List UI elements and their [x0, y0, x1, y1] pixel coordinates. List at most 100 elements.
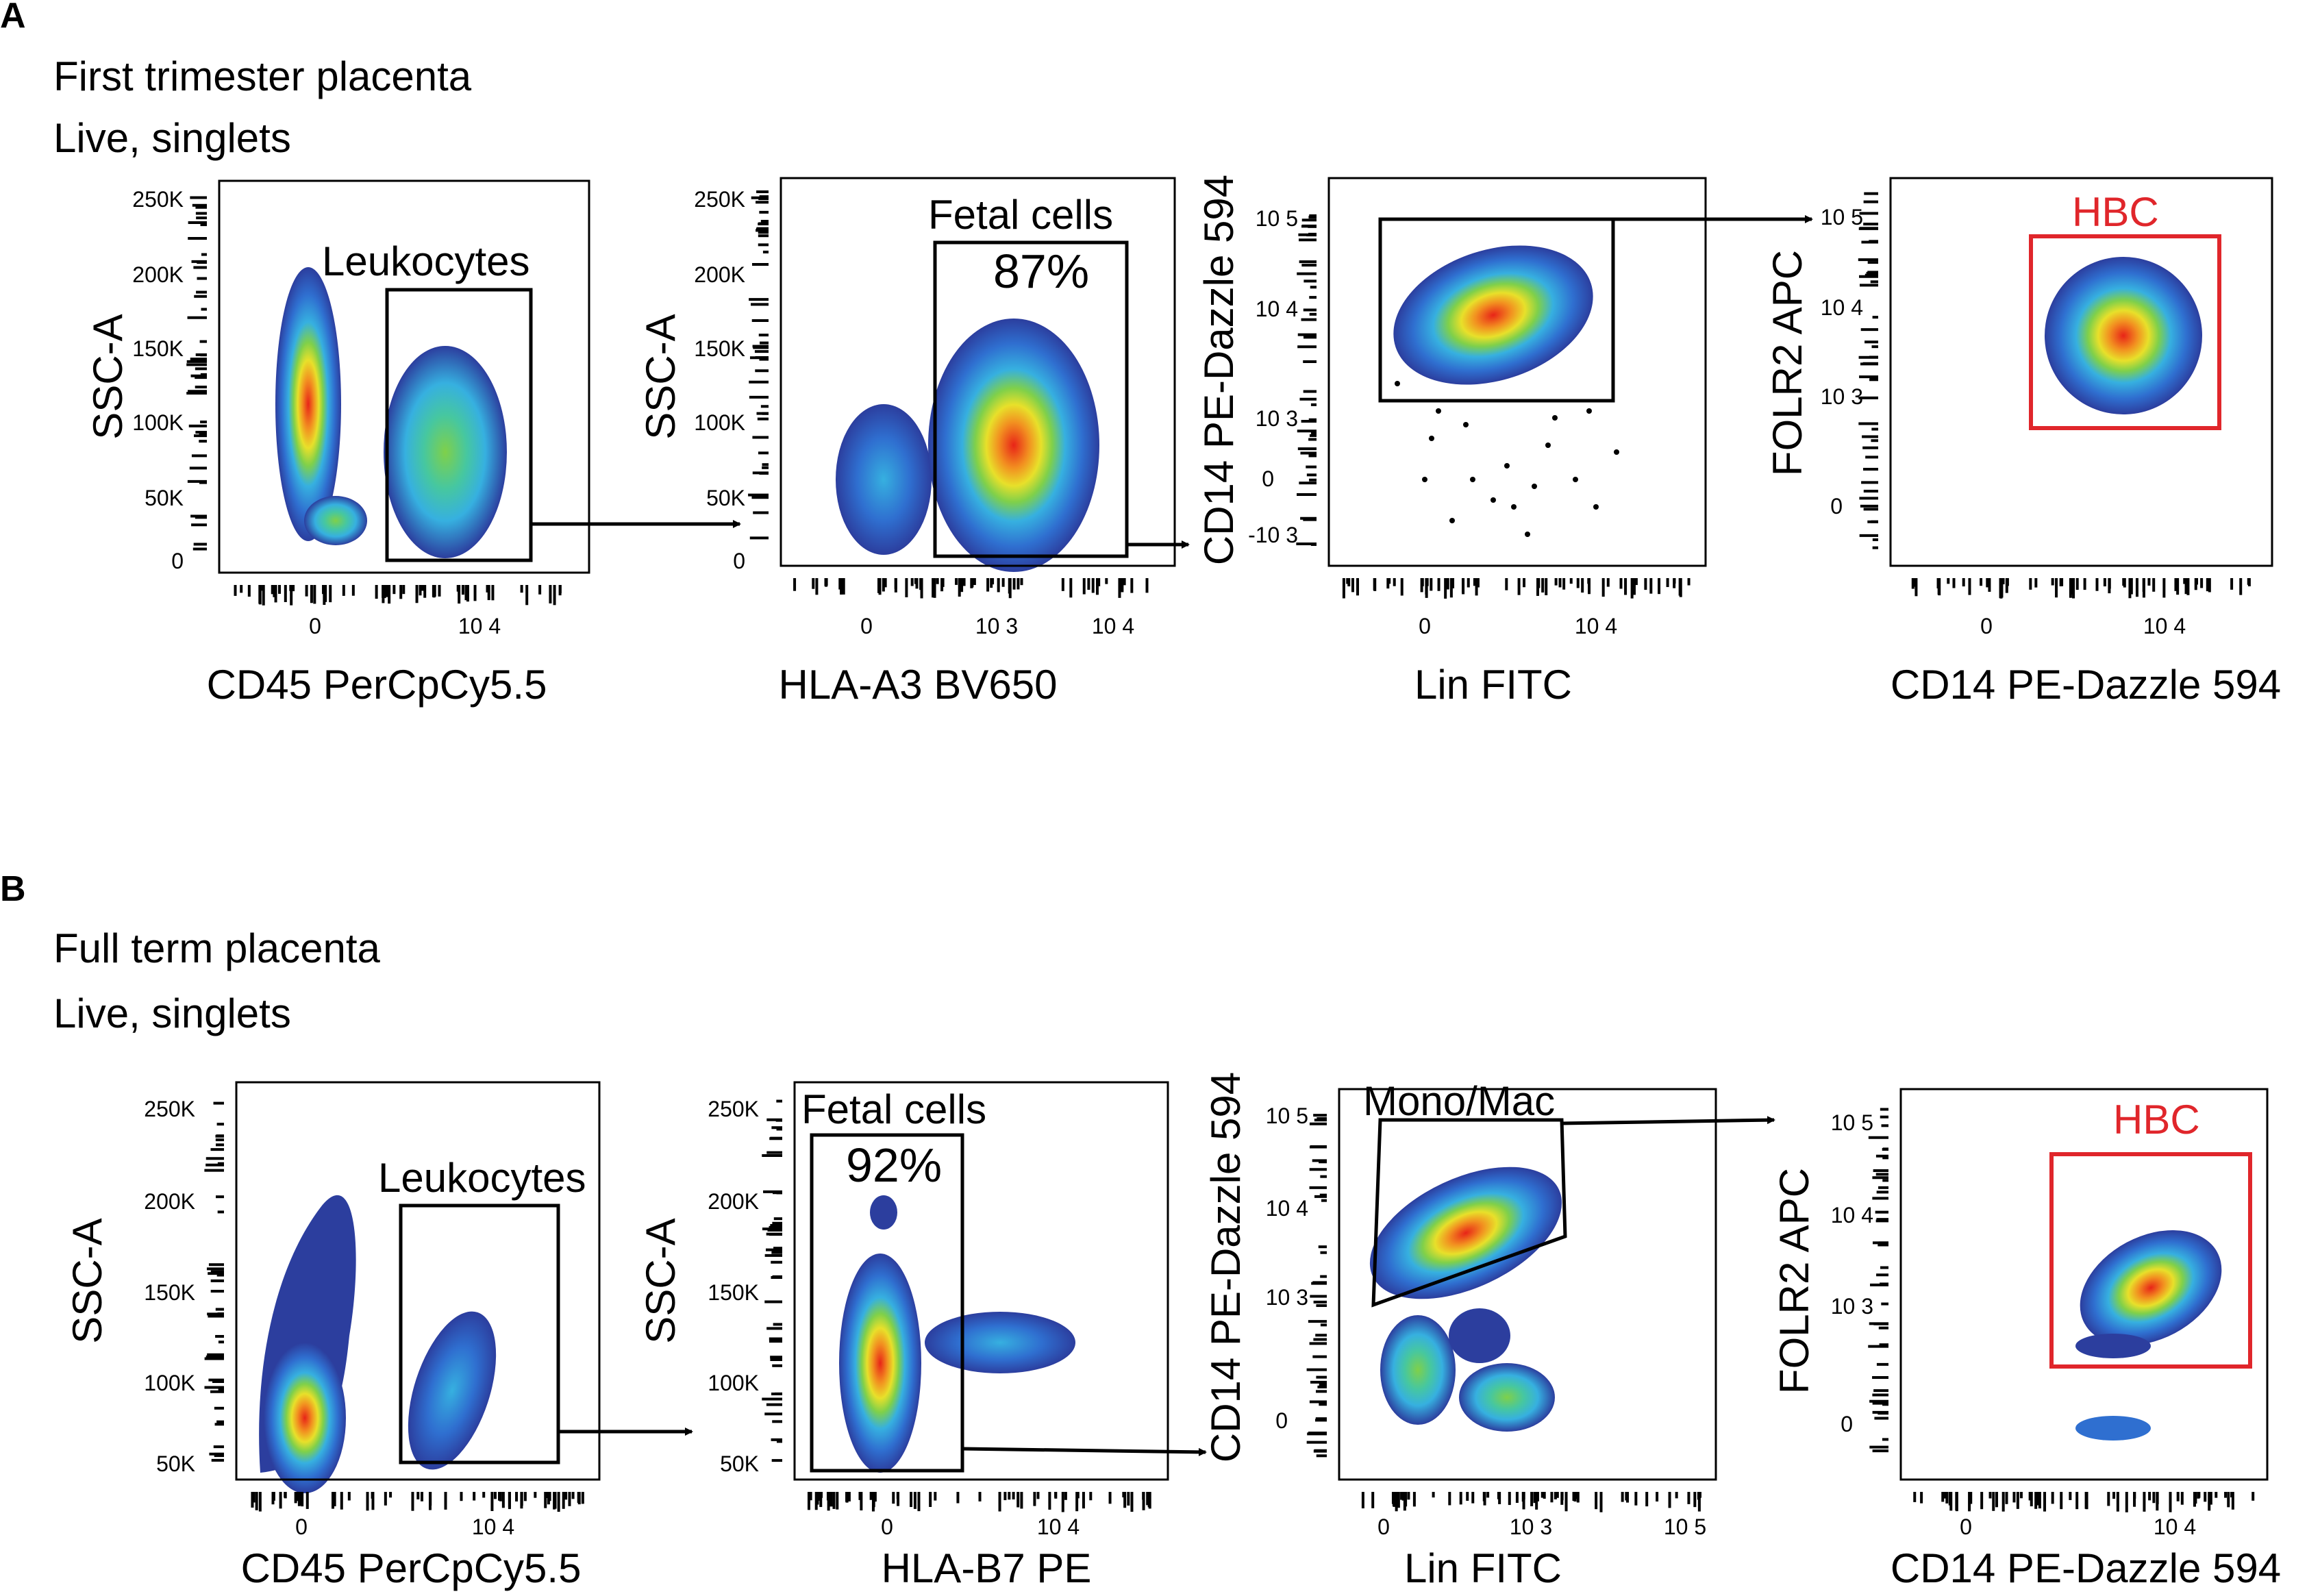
panel-b: B Full term placenta Live, singlets Leuk…: [0, 869, 2281, 1591]
plot-a3-gate: [1378, 217, 1615, 403]
plot-a3-ylabel: CD14 PE-Dazzle 594: [1196, 175, 1242, 565]
plot-b2-density: [839, 1195, 1075, 1473]
panel-b-letter: B: [0, 869, 26, 909]
plot-a2-xticks: 0 10 3 10 4: [860, 614, 1134, 638]
plot-a4: HBC FOLR2 APC CD14 PE-Dazzle 594 10 5 10…: [1764, 177, 2281, 708]
plot-b1-ylabel: SSC-A: [64, 1218, 110, 1343]
ytick-label: 50K: [156, 1451, 195, 1476]
plot-a3-yticks: 10 5 10 4 10 3 0 -10 3: [1248, 206, 1298, 547]
panel-a-title: First trimester placenta: [53, 53, 472, 99]
xtick-label: 0: [1960, 1514, 1972, 1539]
plot-a2: Fetal cells 87% SSC-A HLA-A3 BV650 250K …: [638, 177, 1176, 708]
ytick-label: 0: [1262, 466, 1274, 491]
ytick-label: 10 3: [1821, 384, 1863, 409]
plot-b4-gate: [2049, 1152, 2252, 1369]
xtick-label: 0: [309, 614, 321, 638]
ytick-label: 250K: [144, 1097, 195, 1121]
plot-a4-gate: [2029, 234, 2221, 430]
panel-a: A First trimester placenta Live, singlet…: [0, 0, 2281, 708]
gate-arrow: [962, 1447, 1207, 1456]
plot-b4-gate-label: HBC: [2113, 1097, 2200, 1143]
plot-b3-ylabel: CD14 PE-Dazzle 594: [1203, 1072, 1249, 1462]
ytick-label: 150K: [144, 1280, 195, 1305]
ytick-label: 150K: [708, 1280, 759, 1305]
ytick-label: 10 4: [1821, 295, 1863, 320]
plot-a2-density: [836, 319, 1099, 572]
ytick-label: 150K: [694, 336, 745, 361]
ytick-label: 100K: [694, 410, 745, 435]
plot-a2-yticks: 250K 200K 150K 100K 50K 0: [694, 187, 745, 573]
plot-b3-yticks: 10 5 10 4 10 3 0: [1266, 1104, 1308, 1433]
plot-b3-gate: [1371, 1118, 1567, 1308]
ytick-label: 10 5: [1821, 205, 1863, 229]
plot-a3: CD14 PE-Dazzle 594 Lin FITC 10 5 10 4 10…: [1196, 175, 1707, 708]
plot-a4-frame: [1889, 177, 2273, 567]
plot-b1-yticks: 250K 200K 150K 100K 50K: [144, 1097, 195, 1476]
plot-b4-frame: [1899, 1088, 2269, 1481]
plot-b2-ylabel: SSC-A: [638, 1218, 684, 1343]
plot-b3: Mono/Mac CD14 PE-Dazzle 594 Lin FITC 10 …: [1203, 1072, 1717, 1591]
ytick-label: 10 3: [1266, 1285, 1308, 1310]
plot-b2-xlabel: HLA-B7 PE: [882, 1545, 1092, 1591]
plot-a3-xlabel: Lin FITC: [1414, 662, 1572, 708]
xtick-label: 0: [860, 614, 873, 638]
ytick-label: 10 5: [1256, 206, 1298, 231]
plot-b1-frame: [235, 1081, 601, 1481]
ytick-label: 10 5: [1266, 1104, 1308, 1128]
plot-a2-gate-label: Fetal cells: [928, 192, 1113, 238]
ytick-label: 10 3: [1256, 406, 1298, 431]
xtick-label: 10 3: [975, 614, 1018, 638]
plot-b1-gate: [399, 1204, 560, 1464]
plot-b3-gate-label: Mono/Mac: [1363, 1078, 1555, 1124]
xtick-label: 10 4: [1037, 1514, 1080, 1539]
xtick-label: 0: [1980, 614, 1993, 638]
panel-a-subtitle: Live, singlets: [53, 115, 291, 161]
plot-a1-xticks: 0 10 4: [309, 614, 501, 638]
plot-b3-xticks: 0 10 3 10 5: [1377, 1514, 1706, 1539]
plot-b2-yticks: 250K 200K 150K 100K 50K: [708, 1097, 759, 1476]
gate-arrow: [1561, 1116, 1775, 1125]
plot-a4-yticks: 10 5 10 4 10 3 0: [1821, 205, 1863, 519]
plot-a4-xlabel: CD14 PE-Dazzle 594: [1891, 662, 2281, 708]
plot-a2-ylabel: SSC-A: [638, 314, 684, 439]
plot-a4-ylabel: FOLR2 APC: [1764, 250, 1810, 476]
ytick-label: 50K: [706, 486, 745, 510]
ytick-label: -10 3: [1248, 523, 1298, 547]
ytick-label: 0: [1275, 1408, 1288, 1433]
plot-b2-frame: [793, 1081, 1169, 1481]
plot-a1: Leukocytes SSC-A CD45 PerCpCy5.5 250K 20…: [85, 179, 590, 708]
ytick-label: 200K: [144, 1189, 195, 1214]
plot-b1-gate-label: Leukocytes: [378, 1155, 586, 1201]
ytick-label: 0: [1841, 1412, 1853, 1436]
ytick-label: 200K: [132, 262, 184, 287]
ytick-label: 250K: [132, 187, 184, 212]
axis-rug-marks: [186, 190, 2255, 1512]
xtick-label: 10 4: [2143, 614, 2186, 638]
plot-a2-xlabel: HLA-A3 BV650: [779, 662, 1058, 708]
xtick-label: 0: [1377, 1514, 1390, 1539]
plot-b1: Leukocytes SSC-A CD45 PerCpCy5.5 250K 20…: [64, 1081, 601, 1591]
plot-b3-density: [1369, 1167, 1562, 1432]
plot-b4-xlabel: CD14 PE-Dazzle 594: [1891, 1545, 2281, 1591]
ytick-label: 250K: [708, 1097, 759, 1121]
plot-b3-xlabel: Lin FITC: [1404, 1545, 1562, 1591]
plot-a1-gate: [385, 288, 533, 562]
plot-a1-ylabel: SSC-A: [85, 314, 131, 439]
plot-b4: HBC FOLR2 APC CD14 PE-Dazzle 594 10 5 10…: [1771, 1088, 2281, 1591]
ytick-label: 10 4: [1831, 1203, 1873, 1227]
xtick-label: 10 4: [472, 1514, 514, 1539]
ytick-label: 250K: [694, 187, 745, 212]
plot-b2-gate-pct: 92%: [846, 1138, 942, 1192]
plot-b1-xticks: 0 10 4: [295, 1514, 514, 1539]
ytick-label: 200K: [708, 1189, 759, 1214]
ytick-label: 100K: [144, 1371, 195, 1395]
ytick-label: 0: [733, 549, 745, 573]
ytick-label: 10 3: [1831, 1294, 1873, 1319]
ytick-label: 10 4: [1266, 1196, 1308, 1221]
plot-a3-frame: [1327, 177, 1707, 567]
plot-a4-gate-label: HBC: [2072, 189, 2159, 235]
plot-a2-gate: [933, 240, 1129, 558]
ytick-label: 100K: [708, 1371, 759, 1395]
panel-a-letter: A: [0, 0, 26, 36]
